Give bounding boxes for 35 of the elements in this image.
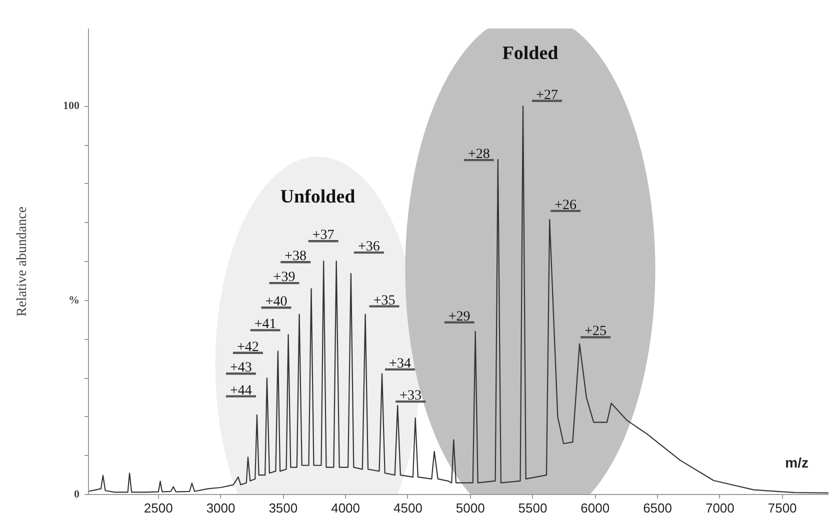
x-tick-label: 4500 xyxy=(394,500,422,516)
x-tick-label: 6500 xyxy=(643,500,672,516)
x-tick-label: 4000 xyxy=(331,500,360,516)
annotation: +35 xyxy=(373,293,396,308)
band-label: Unfolded xyxy=(280,186,356,208)
y-tick-label: % xyxy=(68,294,80,306)
annotation: +43 xyxy=(230,360,252,376)
x-tick-label: 7000 xyxy=(705,500,734,516)
y-axis-title: Relative abundance xyxy=(15,206,30,316)
annotation: +34 xyxy=(389,356,411,372)
annotation: +36 xyxy=(358,240,380,255)
x-tick-label: 2500 xyxy=(144,500,173,516)
annotation: +26 xyxy=(554,198,577,213)
y-tick-label: 0 xyxy=(74,488,80,500)
x-axis-title: m/z xyxy=(785,454,809,470)
y-tick-label: 100 xyxy=(63,100,80,112)
band-label: Folded xyxy=(502,42,559,64)
x-tick-label: 6000 xyxy=(580,500,610,516)
annotation: +39 xyxy=(273,270,296,286)
annotation: +42 xyxy=(236,340,259,355)
x-tick-label: 5500 xyxy=(518,500,548,516)
annotation: +40 xyxy=(265,294,288,310)
annotation: +37 xyxy=(312,228,334,244)
annotation: +28 xyxy=(468,147,490,162)
annotation: +33 xyxy=(400,388,422,404)
annotation: +29 xyxy=(448,309,470,324)
annotation: +41 xyxy=(254,317,276,332)
x-tick-label: 7500 xyxy=(768,500,797,516)
x-tick-label: 3500 xyxy=(268,500,298,516)
x-tick-label: 5000 xyxy=(456,500,485,516)
annotation: +27 xyxy=(536,88,558,103)
annotation: +38 xyxy=(284,249,307,264)
annotation: +44 xyxy=(230,383,252,398)
annotation: +25 xyxy=(584,324,607,340)
x-tick-label: 3000 xyxy=(206,500,236,516)
